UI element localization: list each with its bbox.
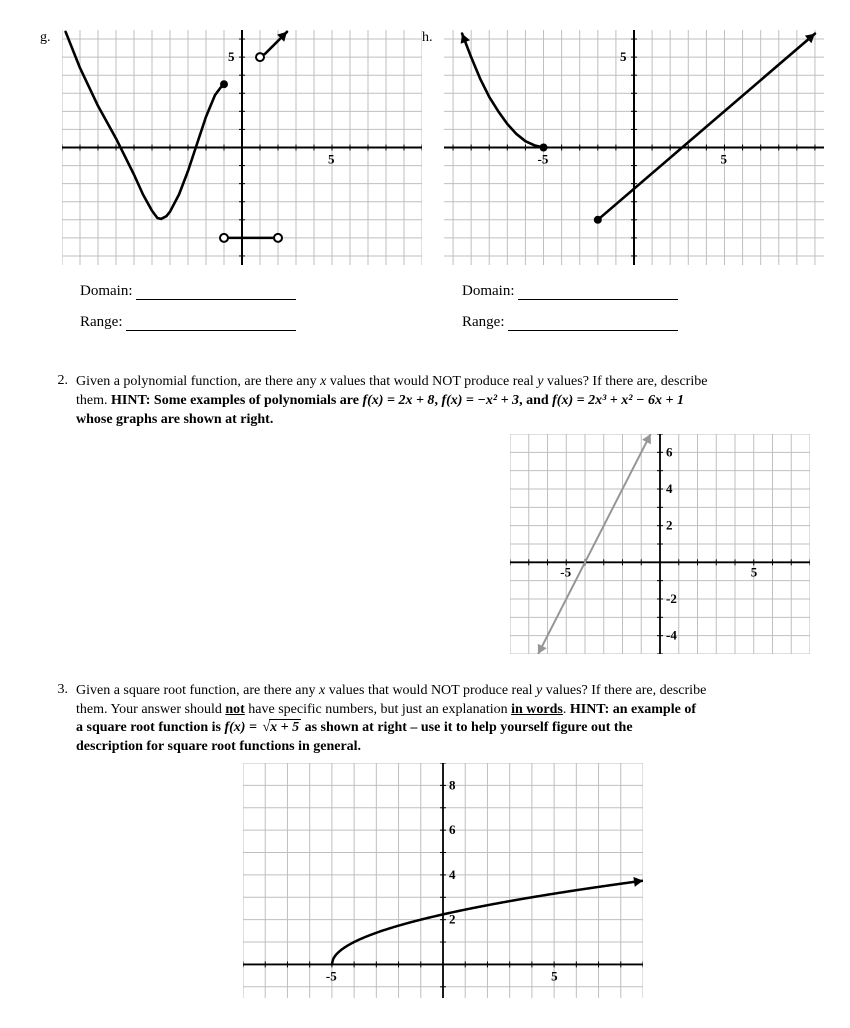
range-label-h: Range: [462, 314, 505, 330]
range-blank-h[interactable] [508, 315, 678, 331]
question-2: 2. Given a polynomial function, are ther… [40, 373, 810, 654]
domain-label-h: Domain: [462, 283, 515, 299]
question-3: 3. Given a square root function, are the… [40, 682, 810, 999]
svg-text:6: 6 [666, 444, 673, 459]
svg-text:5: 5 [551, 969, 558, 984]
q2-number: 2. [40, 373, 76, 654]
graph-q2: -5 5 6 4 2 -2 -4 [510, 434, 810, 654]
q3-text: Given a square root function, are there … [76, 682, 810, 999]
svg-text:6: 6 [449, 822, 456, 837]
part-g: g. 55 Domain: Range: [40, 30, 422, 345]
graph-g: 55 [62, 30, 422, 265]
svg-text:-2: -2 [666, 591, 677, 606]
q3-number: 3. [40, 682, 76, 999]
svg-text:5: 5 [620, 49, 627, 64]
svg-text:4: 4 [666, 481, 673, 496]
domain-blank-g[interactable] [136, 284, 296, 300]
svg-text:-5: -5 [538, 152, 549, 167]
svg-text:-5: -5 [560, 564, 571, 579]
domain-blank-h[interactable] [518, 284, 678, 300]
part-h: h. 5 5 -5 Domain: Range: [422, 30, 824, 345]
svg-text:8: 8 [449, 778, 456, 793]
svg-text:-4: -4 [666, 627, 677, 642]
part-g-label: g. [40, 30, 62, 265]
part-h-label: h. [422, 30, 444, 265]
svg-text:5: 5 [720, 152, 727, 167]
graph-q3: -552468 [243, 763, 643, 998]
svg-text:5: 5 [228, 49, 235, 64]
svg-text:4: 4 [449, 867, 456, 882]
svg-text:5: 5 [751, 564, 758, 579]
graph-h: 5 5 -5 [444, 30, 824, 265]
svg-text:5: 5 [328, 152, 335, 167]
domain-label-g: Domain: [80, 283, 133, 299]
q2-text: Given a polynomial function, are there a… [76, 373, 810, 654]
svg-text:-5: -5 [326, 969, 337, 984]
range-blank-g[interactable] [126, 315, 296, 331]
svg-text:2: 2 [666, 517, 673, 532]
range-label-g: Range: [80, 314, 123, 330]
parts-gh-row: g. 55 Domain: Range: h. 55-5 Domain: [40, 30, 810, 345]
